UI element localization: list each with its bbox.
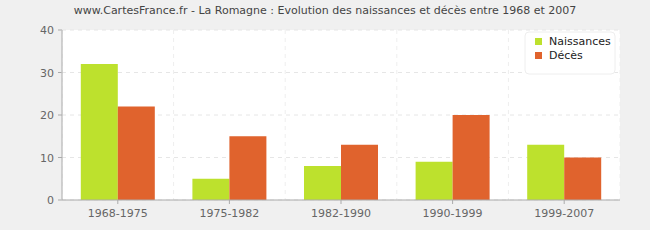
tick-label: 20 [40,109,54,122]
tick-mark [58,115,62,116]
legend-swatch [535,38,542,45]
bar [564,158,601,201]
tick-mark [341,200,342,204]
grid-line-vertical [173,30,174,200]
category-label: 1968-1975 [88,207,148,220]
grid-line-vertical [285,30,286,200]
x-axis [62,200,620,201]
tick-mark [58,72,62,73]
category-label: 1982-1990 [311,207,371,220]
tick-mark [58,200,62,201]
grid-line-vertical [508,30,509,200]
tick-mark [58,157,62,158]
grid-line-vertical [620,30,621,200]
y-axis [62,30,63,200]
bar [229,136,266,200]
category-label: 1975-1982 [199,207,259,220]
grid-line-vertical [62,30,63,200]
tick-label: 0 [47,194,54,207]
grid-line-vertical [396,30,397,200]
tick-label: 30 [40,67,54,80]
bars [81,64,601,200]
legend-swatch [535,52,542,59]
bar [118,107,155,201]
grid-line [62,30,620,31]
tick-mark [117,200,118,204]
tick-mark [452,200,453,204]
bar [453,115,490,200]
tick-mark [229,200,230,204]
tick-label: 10 [40,152,54,165]
bar [341,145,378,200]
legend-label: Décès [549,49,583,62]
title: www.CartesFrance.fr - La Romagne : Evolu… [74,4,577,17]
category-label: 1999-2007 [534,207,594,220]
plot-area [62,30,620,200]
tick-mark [58,30,62,31]
bar [527,145,564,200]
grid-line [62,200,620,201]
tick-label: 40 [40,24,54,37]
bar [304,166,341,200]
bar [192,179,229,200]
category-label: 1990-1999 [423,207,483,220]
chart: www.CartesFrance.fr - La Romagne : Evolu… [0,0,650,230]
tick-mark [564,200,565,204]
legend [525,32,615,74]
bar [81,64,118,200]
legend-label: Naissances [549,35,611,48]
bar [416,162,453,200]
background [0,0,650,230]
